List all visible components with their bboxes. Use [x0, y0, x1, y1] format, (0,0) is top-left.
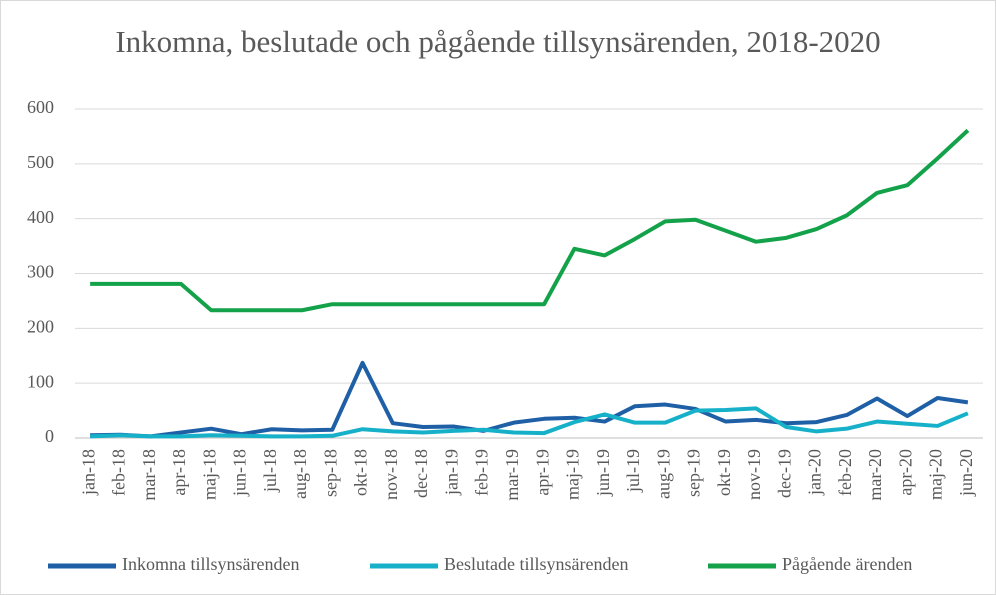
- chart-title: Inkomna, beslutade och pågående tillsyns…: [115, 24, 880, 59]
- x-tick-label: mar-18: [139, 449, 159, 501]
- x-tick-label: jun-18: [230, 449, 250, 497]
- x-tick-label: sep-19: [684, 449, 704, 497]
- x-tick-label: maj-20: [926, 449, 946, 500]
- x-tick-label: jan-20: [805, 449, 825, 496]
- x-tick-label: jul-18: [260, 449, 280, 493]
- x-tick-label: apr-19: [532, 449, 552, 496]
- x-tick-label: okt-18: [351, 449, 371, 496]
- legend-label: Beslutade tillsynsärenden: [444, 554, 628, 574]
- series-line: [90, 128, 970, 313]
- x-tick-label: nov-19: [744, 449, 764, 500]
- x-tick-label: dec-18: [411, 449, 431, 498]
- x-tick-label: apr-18: [169, 449, 189, 496]
- x-tick-label: feb-19: [472, 449, 492, 496]
- y-tick-label: 400: [27, 207, 54, 227]
- x-tick-label: maj-18: [199, 449, 219, 500]
- x-tick-label: jan-19: [441, 449, 461, 496]
- x-tick-label: apr-20: [895, 449, 915, 496]
- x-tick-label: jun-20: [956, 449, 976, 497]
- x-tick-label: sep-18: [320, 449, 340, 497]
- y-tick-label: 100: [27, 371, 54, 391]
- x-tick-label: aug-18: [290, 449, 310, 499]
- x-tick-label: jan-18: [78, 449, 98, 496]
- x-tick-label: mar-20: [865, 449, 885, 501]
- series-line: [90, 406, 969, 439]
- y-tick-label: 0: [45, 426, 54, 446]
- x-tick-label: nov-18: [381, 449, 401, 500]
- x-tick-label: mar-19: [502, 449, 522, 501]
- x-tick-label: jun-19: [593, 449, 613, 497]
- x-tick-label: feb-20: [835, 449, 855, 496]
- y-tick-label: 600: [27, 97, 54, 117]
- legend-label: Pågående ärenden: [782, 554, 912, 574]
- x-tick-label: jul-19: [623, 449, 643, 493]
- y-tick-label: 300: [27, 262, 54, 282]
- series-line: [90, 360, 969, 439]
- x-tick-label: okt-19: [714, 449, 734, 496]
- legend-label: Inkomna tillsynsärenden: [122, 554, 299, 574]
- x-tick-label: dec-19: [774, 449, 794, 498]
- x-tick-label: maj-19: [563, 449, 583, 500]
- x-tick-label: feb-18: [109, 449, 129, 496]
- y-tick-label: 200: [27, 316, 54, 336]
- y-tick-label: 500: [27, 152, 54, 172]
- x-tick-label: aug-19: [653, 449, 673, 499]
